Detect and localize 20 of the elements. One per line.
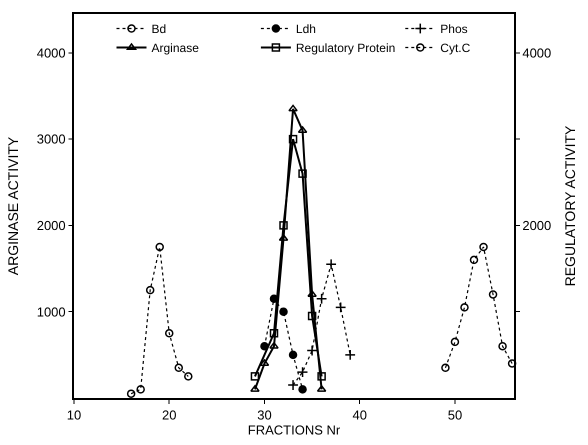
x-tick-label: 10 [66,407,82,422]
legend-label: Phos [440,22,468,36]
x-tick-label: 30 [257,407,272,422]
legend-label: Bd [152,22,166,36]
legend-label: Arginase [152,41,200,56]
x-axis-title: FRACTIONS Nr [248,422,341,438]
y-tick-label: 2000 [36,218,66,233]
y-tick-label: 3000 [36,132,66,147]
x-tick-label: 40 [352,407,367,422]
y-tick-label: 4000 [36,45,66,60]
x-tick-label: 20 [162,407,176,422]
y-tick-label: 1000 [36,304,66,320]
y2-tick-label: 4000 [522,45,552,60]
y-axis-title: ARGINASE ACTIVITY [4,136,21,276]
x-tick-label: 50 [448,407,462,422]
y2-tick-label: 2000 [522,218,552,233]
y2-axis-title: REGULATORY ACTIVITY [562,124,578,286]
legend-label: Cyt.C [440,41,471,56]
legend-label: Regulatory Protein [296,41,396,56]
legend-label: Ldh [296,22,316,36]
